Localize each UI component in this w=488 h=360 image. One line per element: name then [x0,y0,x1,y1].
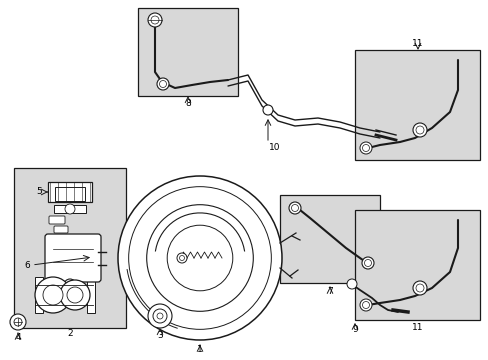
Circle shape [35,277,71,313]
Bar [55,187,85,201]
Circle shape [415,126,423,134]
Circle shape [14,318,22,326]
Circle shape [361,257,373,269]
Circle shape [291,204,298,211]
Bar [280,195,379,283]
Text: 9: 9 [351,325,357,334]
Circle shape [60,280,90,310]
Circle shape [67,287,83,303]
Circle shape [43,285,63,305]
Bar [354,50,479,160]
Bar [35,277,43,313]
Text: 6: 6 [24,261,30,270]
Circle shape [10,314,26,330]
Circle shape [359,299,371,311]
Text: 11: 11 [411,39,423,48]
Circle shape [359,142,371,154]
Circle shape [67,282,73,288]
FancyBboxPatch shape [49,216,65,224]
Text: 10: 10 [269,144,280,153]
Circle shape [415,284,423,292]
Circle shape [346,279,356,289]
Circle shape [179,256,184,261]
Bar [54,205,86,213]
Circle shape [151,16,159,24]
Circle shape [288,202,301,214]
Text: 3: 3 [157,330,163,339]
Bar [87,277,95,313]
FancyBboxPatch shape [45,234,101,282]
Circle shape [159,81,166,87]
Circle shape [412,281,426,295]
Text: 4: 4 [15,333,21,342]
Circle shape [157,313,163,319]
Circle shape [177,253,186,263]
Circle shape [157,78,169,90]
Text: 5: 5 [36,188,42,197]
Circle shape [148,13,162,27]
Circle shape [118,176,282,340]
Circle shape [65,204,75,214]
Text: 1: 1 [197,346,203,355]
Text: 11: 11 [411,324,423,333]
Circle shape [412,123,426,137]
FancyBboxPatch shape [54,226,68,233]
Circle shape [148,304,172,328]
Bar [48,182,92,202]
Bar [354,210,479,320]
Circle shape [362,144,369,152]
Circle shape [64,279,76,291]
Circle shape [153,309,167,323]
Circle shape [362,302,369,309]
Text: 8: 8 [185,99,190,108]
Text: 2: 2 [67,328,73,338]
Circle shape [364,260,371,266]
Bar [14,168,126,328]
Bar [138,8,238,96]
Text: 7: 7 [326,288,332,297]
Circle shape [263,105,272,115]
